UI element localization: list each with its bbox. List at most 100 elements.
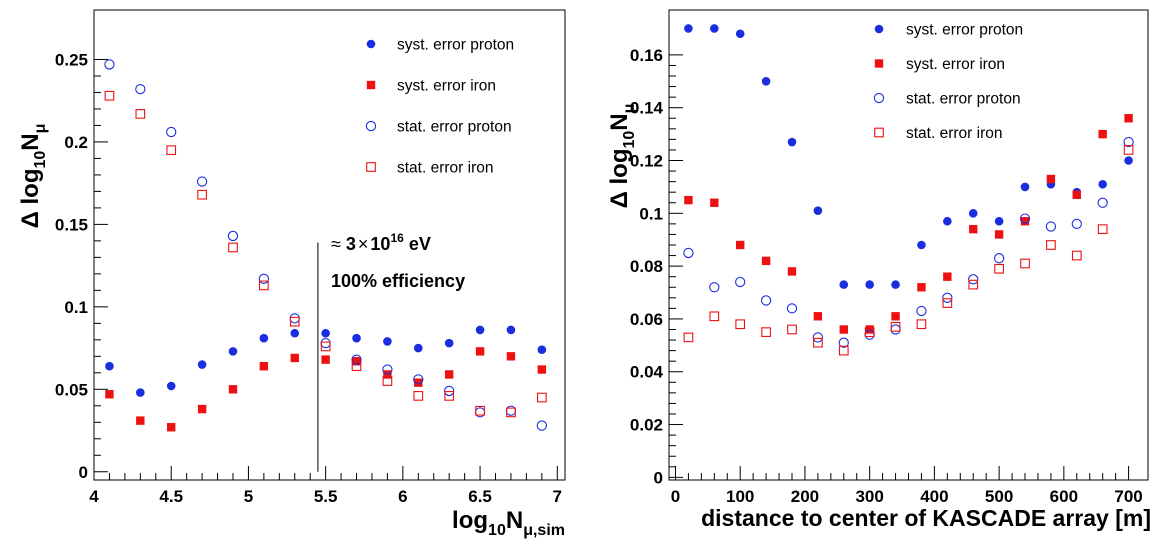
data-point — [136, 388, 145, 397]
right-chart-panel: 0 100 200 300 400 500 600 700 0 0.02 0.04 0.06 0.08 0… — [606, 9, 1151, 531]
data-point — [709, 311, 720, 322]
x-tick-label: 500 — [985, 487, 1013, 506]
legend-label: stat. error iron — [906, 125, 1002, 142]
data-point — [735, 276, 746, 288]
data-point — [838, 345, 849, 356]
data-point — [1071, 250, 1082, 261]
data-point — [864, 327, 875, 337]
data-point — [228, 347, 238, 356]
data-point — [917, 240, 926, 250]
data-point — [993, 253, 1005, 264]
legend-label: stat. error proton — [906, 91, 1021, 108]
data-point — [196, 176, 208, 187]
data-point — [1072, 190, 1081, 200]
data-point — [1123, 145, 1134, 155]
data-point — [505, 405, 517, 416]
data-point — [351, 361, 362, 372]
legend-marker — [874, 59, 884, 68]
data-point — [1019, 213, 1031, 224]
x-axis-label: distance to center of KASCADE array [m] — [701, 505, 1151, 531]
data-point — [710, 24, 719, 33]
x-tick-label: 300 — [855, 487, 883, 506]
data-point — [1098, 129, 1107, 139]
series-open-circle — [683, 136, 1134, 348]
data-point — [1097, 224, 1108, 235]
data-point — [382, 364, 393, 375]
data-point — [839, 280, 849, 289]
data-point — [258, 273, 270, 284]
data-point — [891, 312, 900, 321]
y-tick-label: 0.06 — [630, 310, 663, 329]
data-point — [197, 189, 207, 200]
x-tick-label: 7 — [553, 487, 562, 506]
x-tick-label: 5 — [244, 487, 253, 506]
data-point — [891, 280, 900, 289]
data-point — [259, 362, 269, 371]
data-point — [506, 352, 516, 361]
data-point — [259, 333, 269, 343]
data-point — [321, 328, 330, 338]
x-tick-label: 6 — [398, 487, 407, 506]
data-point — [475, 405, 485, 416]
x-tick-label: 600 — [1050, 487, 1078, 506]
x-tick-label: 0 — [671, 487, 680, 506]
legend-marker — [874, 24, 884, 34]
data-point — [475, 347, 485, 356]
legend: syst. error proton syst. error iron stat. … — [365, 37, 514, 177]
data-point — [943, 216, 952, 226]
data-point — [916, 319, 927, 330]
legend: syst. error proton syst. error iron stat. … — [873, 22, 1023, 142]
y-axis-label: Δ log10Nμ — [17, 124, 49, 229]
data-point — [383, 337, 392, 346]
data-point — [865, 325, 874, 334]
data-point — [1071, 218, 1082, 230]
data-point — [537, 365, 547, 374]
data-point — [444, 338, 454, 348]
efficiency-annotation: 100% efficiency — [331, 271, 465, 291]
data-point — [413, 374, 424, 385]
data-point — [289, 316, 300, 327]
data-point — [761, 327, 771, 337]
data-point — [104, 59, 115, 70]
x-tick-label: 700 — [1114, 487, 1142, 506]
legend-label: syst. error proton — [906, 22, 1023, 39]
data-point — [787, 324, 797, 335]
data-point — [320, 341, 331, 352]
data-point — [444, 370, 454, 379]
data-point — [290, 353, 299, 363]
data-point — [105, 390, 114, 399]
data-point — [968, 209, 978, 218]
legend-marker — [366, 39, 376, 49]
data-point — [736, 240, 745, 250]
data-point — [413, 343, 423, 353]
x-tick-label: 4 — [89, 487, 99, 506]
data-point — [710, 198, 719, 207]
series-open-circle — [104, 59, 547, 431]
data-point — [290, 328, 300, 338]
data-point — [1046, 240, 1056, 250]
y-axis-label: Δ log10Nμ — [606, 104, 638, 209]
data-point — [197, 360, 207, 369]
y-tick-label: 0.15 — [55, 215, 88, 234]
data-point — [812, 332, 824, 343]
data-point — [352, 333, 361, 343]
data-point — [166, 381, 176, 391]
data-point — [684, 24, 693, 33]
data-point — [994, 230, 1004, 239]
data-point — [683, 247, 694, 259]
data-point — [228, 242, 238, 253]
data-point — [787, 137, 797, 147]
series-filled-square — [684, 114, 1133, 334]
data-point — [537, 345, 547, 355]
data-point — [968, 279, 979, 290]
data-point — [786, 303, 798, 314]
data-point — [536, 420, 547, 431]
y-tick-label: 0.08 — [630, 257, 663, 276]
data-point — [1124, 114, 1133, 123]
legend-label: stat. error proton — [397, 119, 512, 136]
data-point — [735, 29, 745, 39]
y-tick-label: 0.16 — [630, 46, 663, 65]
x-tick-label: 6.5 — [468, 487, 492, 506]
data-point — [1045, 221, 1057, 232]
